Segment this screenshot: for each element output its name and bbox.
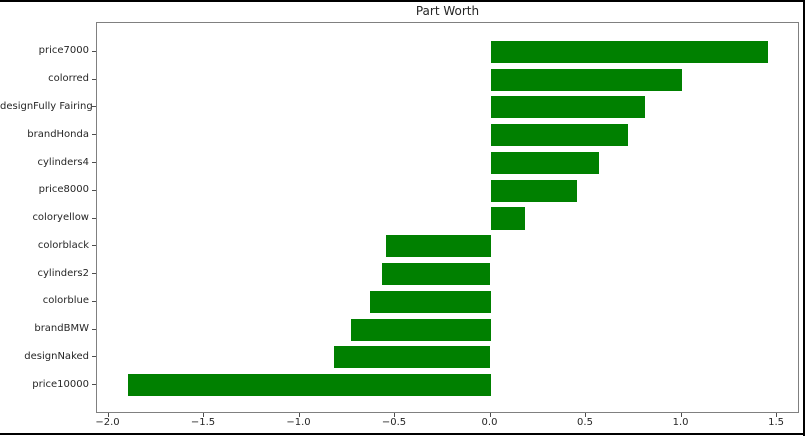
x-tick-label-−2.0: −2.0 bbox=[95, 417, 120, 428]
x-tick-mark bbox=[203, 413, 204, 417]
x-tick-label-−1.5: −1.5 bbox=[190, 417, 216, 428]
x-tick-label-0.0: 0.0 bbox=[481, 417, 498, 428]
bar-designnaked bbox=[333, 346, 491, 369]
y-tick-mark bbox=[92, 245, 96, 247]
y-tick-label-brandbmw: brandBMW bbox=[34, 323, 89, 335]
bar-price8000 bbox=[490, 179, 577, 202]
bar-brandbmw bbox=[351, 318, 491, 341]
y-tick-mark bbox=[92, 162, 96, 163]
bar-brandhonda bbox=[490, 124, 628, 147]
bar-price7000 bbox=[490, 40, 768, 63]
x-tick-mark bbox=[394, 413, 395, 417]
y-tick-label-cylinders2: cylinders2 bbox=[37, 267, 90, 279]
y-tick-label-cylinders4: cylinders4 bbox=[37, 156, 90, 168]
bar-colorred bbox=[490, 68, 682, 91]
x-tick-mark bbox=[776, 413, 778, 417]
bar-colorblack bbox=[385, 235, 491, 258]
y-tick-mark bbox=[92, 328, 96, 330]
window-border-bottom bbox=[0, 433, 805, 435]
bar-designfully-fairing bbox=[490, 96, 646, 119]
bar-cylinders2 bbox=[381, 262, 491, 286]
x-tick-label-−0.5: −0.5 bbox=[381, 417, 407, 428]
window-border-right bbox=[803, 0, 805, 436]
chart-title: Part Worth bbox=[415, 4, 480, 18]
y-tick-label-designnaked: designNaked bbox=[24, 350, 89, 362]
x-tick-label-0.5: 0.5 bbox=[577, 417, 593, 428]
y-tick-mark bbox=[92, 384, 96, 386]
window-border-top bbox=[0, 0, 805, 2]
y-tick-label-colorblue: colorblue bbox=[42, 295, 89, 307]
x-tick-mark bbox=[489, 413, 491, 417]
y-tick-mark bbox=[92, 273, 96, 274]
x-tick-mark bbox=[107, 413, 109, 417]
y-tick-label-coloryellow: coloryellow bbox=[32, 212, 89, 223]
y-tick-mark bbox=[92, 356, 96, 358]
y-tick-label-price8000: price8000 bbox=[38, 184, 89, 196]
y-tick-mark bbox=[92, 106, 96, 108]
bar-colorblue bbox=[370, 290, 491, 313]
y-tick-label-brandhonda: brandHonda bbox=[27, 128, 89, 140]
y-tick-label-price10000: price10000 bbox=[32, 378, 89, 390]
plot-area bbox=[96, 22, 799, 413]
y-tick-mark bbox=[92, 134, 96, 136]
x-tick-mark bbox=[585, 413, 586, 417]
y-tick-label-price7000: price7000 bbox=[38, 45, 89, 57]
y-tick-mark bbox=[92, 50, 96, 52]
x-tick-label-−1.0: −1.0 bbox=[286, 417, 311, 428]
y-tick-mark bbox=[92, 217, 96, 219]
y-tick-mark bbox=[92, 189, 96, 191]
x-tick-label-1.0: 1.0 bbox=[672, 417, 689, 428]
x-tick-mark bbox=[298, 413, 300, 417]
y-tick-label-colorblack: colorblack bbox=[37, 239, 89, 251]
y-tick-mark bbox=[92, 300, 96, 302]
bar-cylinders4 bbox=[490, 151, 600, 175]
bar-coloryellow bbox=[490, 207, 525, 230]
y-tick-label-designfully-fairing: designFully Fairing bbox=[0, 100, 93, 112]
x-tick-mark bbox=[680, 413, 682, 417]
bar-price10000 bbox=[127, 374, 491, 397]
x-tick-label-1.5: 1.5 bbox=[768, 417, 785, 428]
y-tick-label-colorred: colorred bbox=[48, 73, 89, 85]
y-tick-mark bbox=[92, 78, 96, 80]
